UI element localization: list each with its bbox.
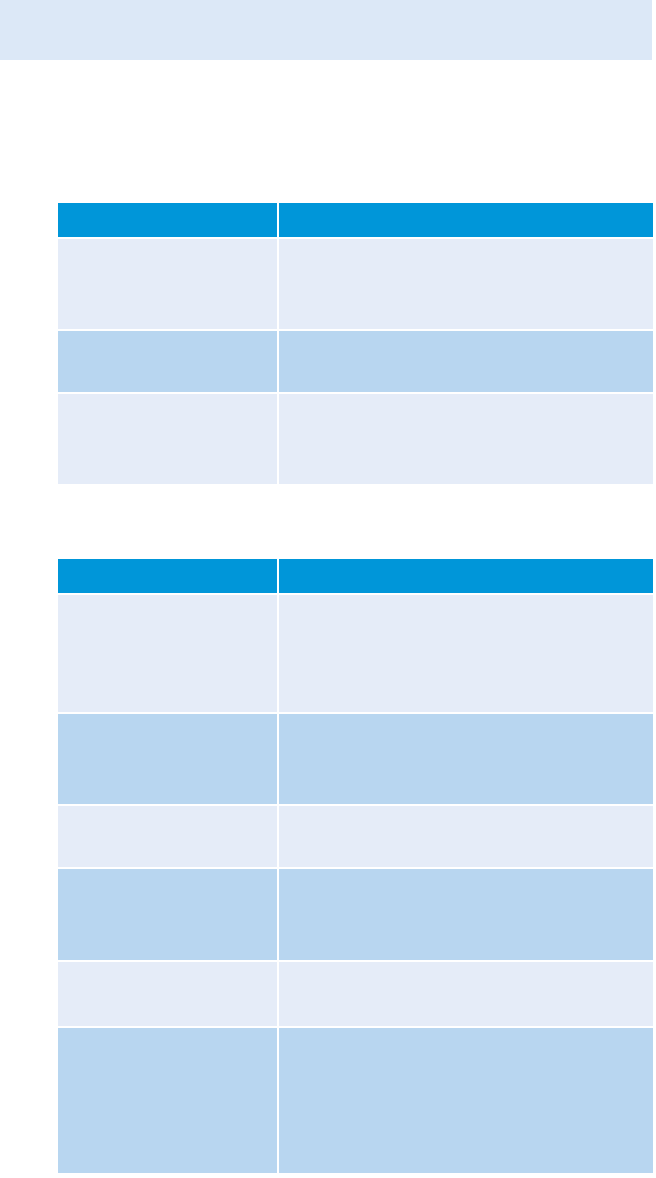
table-cell — [58, 806, 277, 867]
table-row — [58, 962, 653, 1026]
table-cell — [279, 1028, 653, 1173]
table-row — [58, 595, 653, 712]
column-header — [279, 559, 653, 593]
table-cell — [58, 331, 277, 392]
table-1 — [58, 203, 653, 486]
table-2 — [58, 559, 653, 1175]
table-cell — [58, 595, 277, 712]
table-cell — [279, 394, 653, 484]
column-header — [58, 559, 277, 593]
table-cell — [58, 1028, 277, 1173]
table-cell — [58, 869, 277, 960]
table-header-row — [58, 559, 653, 593]
column-header — [58, 203, 277, 237]
table-cell — [279, 869, 653, 960]
table-row — [58, 239, 653, 329]
table-cell — [279, 331, 653, 392]
table-row — [58, 331, 653, 392]
table-row — [58, 869, 653, 960]
table-row — [58, 394, 653, 484]
table-cell — [58, 714, 277, 804]
table-row — [58, 714, 653, 804]
table-cell — [279, 962, 653, 1026]
column-header — [279, 203, 653, 237]
table-cell — [279, 595, 653, 712]
table-row — [58, 806, 653, 867]
table-row — [58, 1028, 653, 1173]
top-banner — [0, 0, 652, 60]
table-cell — [58, 239, 277, 329]
table-cell — [279, 806, 653, 867]
table-cell — [279, 239, 653, 329]
table-cell — [279, 714, 653, 804]
table-cell — [58, 962, 277, 1026]
table-header-row — [58, 203, 653, 237]
table-cell — [58, 394, 277, 484]
